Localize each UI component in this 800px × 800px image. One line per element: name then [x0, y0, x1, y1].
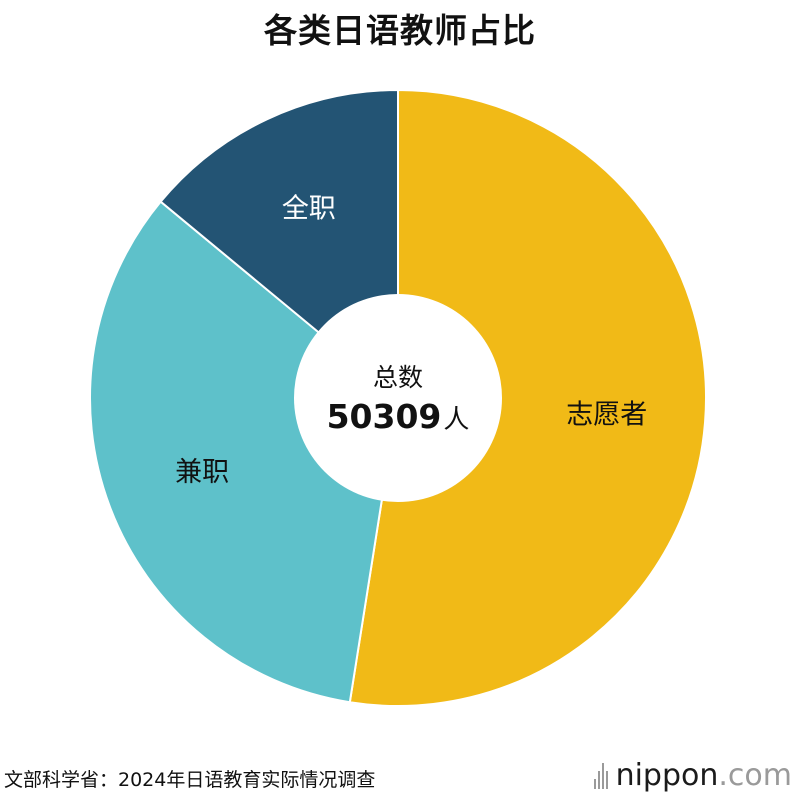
center-unit: 人: [443, 405, 469, 435]
brand-tld: com: [727, 758, 792, 793]
brand-name: nippon: [615, 758, 719, 793]
brand-logo: nippon. com: [593, 758, 792, 793]
center-label: 总数: [373, 363, 423, 392]
brand-bars-icon: [593, 762, 610, 789]
slice-1: [89, 200, 400, 704]
slice-0: [348, 88, 707, 707]
slice-label-1: 兼职: [175, 457, 229, 488]
brand-dot: .: [718, 758, 728, 793]
center-total: 50309人: [327, 397, 470, 436]
center-value: 50309: [327, 397, 442, 436]
chart-title: 各类日语教师占比: [264, 11, 536, 50]
source-note: 文部科学省：2024年日语教育实际情况调查: [4, 769, 376, 791]
donut-hole: [294, 294, 502, 502]
slice-label-2: 全职: [282, 193, 336, 224]
donut-slices: [89, 88, 707, 707]
slice-label-0: 志愿者: [566, 399, 647, 430]
